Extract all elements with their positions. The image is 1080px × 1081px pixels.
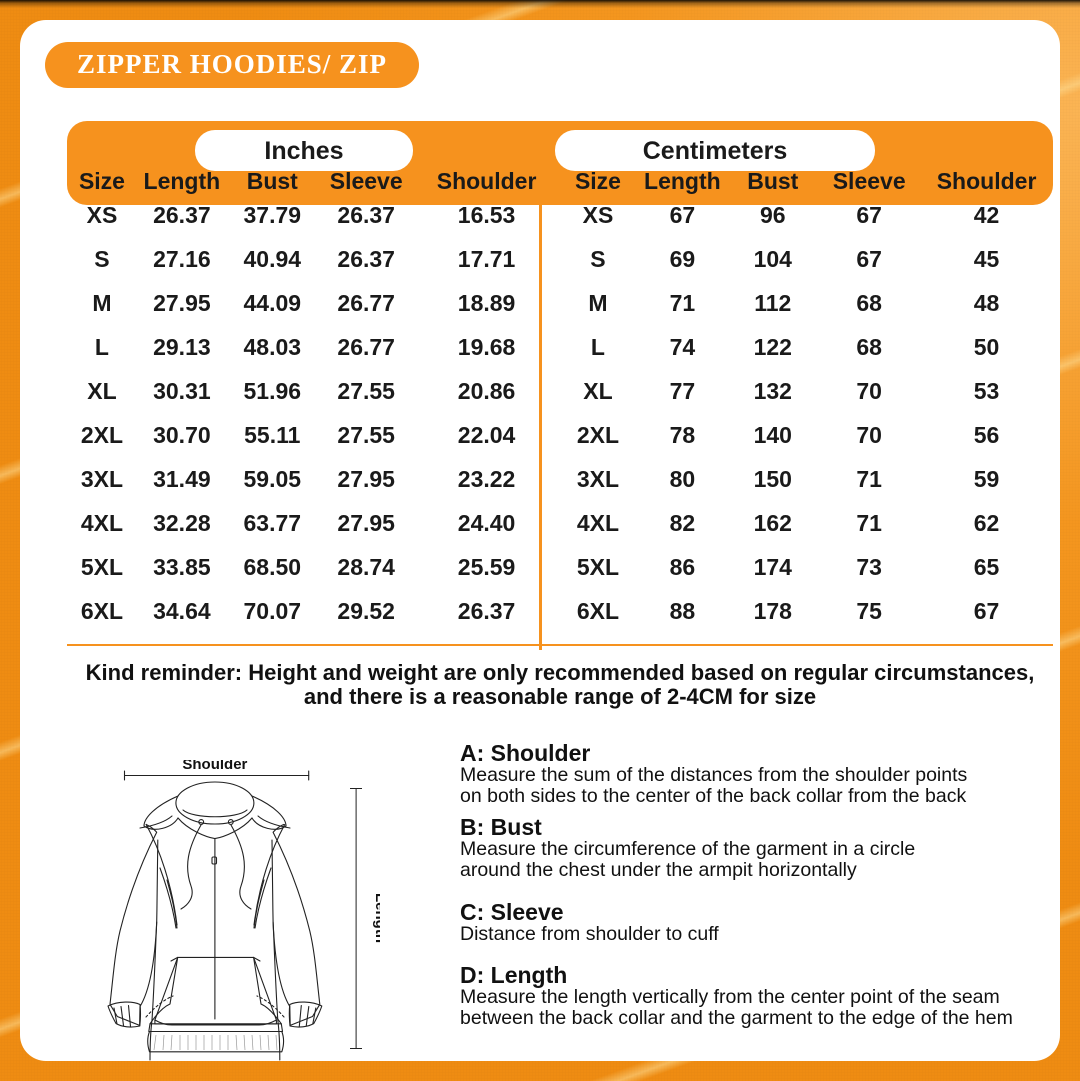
svg-text:Shoulder: Shoulder <box>182 760 247 773</box>
svg-text:Length: Length <box>372 893 380 943</box>
